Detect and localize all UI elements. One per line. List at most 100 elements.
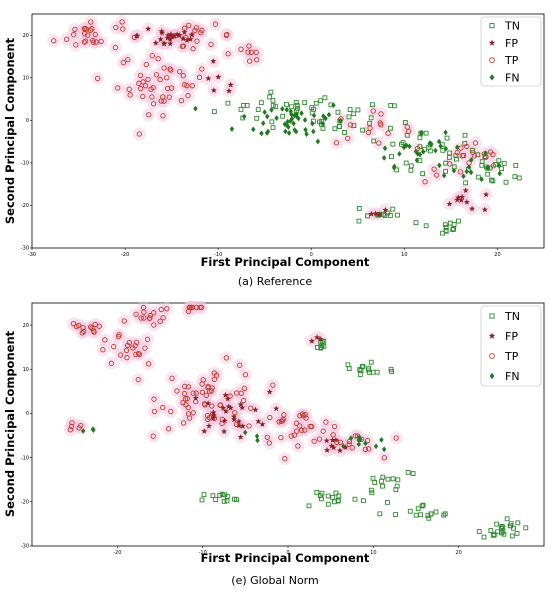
x-tick-label: 0: [286, 550, 289, 556]
tn-point: [413, 512, 419, 518]
tn-point: [213, 497, 218, 502]
point-halo: [205, 381, 219, 395]
point-halo: [177, 21, 191, 35]
tp-point: [208, 388, 215, 394]
tp-point: [189, 304, 195, 311]
legend-marker-fp: [488, 39, 496, 46]
y-axis-title: Second Principal Component: [3, 330, 17, 517]
tp-point: [333, 140, 340, 146]
tp-point: [166, 94, 172, 100]
tp-point: [168, 408, 174, 415]
tn-point: [347, 107, 353, 112]
y-tick-label: -10: [21, 455, 29, 461]
fp-point: [183, 37, 191, 43]
tn-point: [394, 167, 400, 173]
point-halo: [244, 45, 258, 59]
point-halo: [418, 175, 432, 189]
point-halo: [266, 378, 280, 392]
fn-point: [90, 426, 96, 432]
tp-point: [367, 125, 373, 131]
tn-point: [367, 120, 373, 126]
fn-point: [437, 162, 442, 169]
tp-point: [331, 423, 338, 430]
tp-point: [190, 390, 196, 396]
tp-point: [185, 384, 192, 390]
tp-point: [89, 325, 95, 331]
y-tick-label: 20: [23, 323, 29, 329]
tn-point: [293, 100, 299, 105]
tp-point: [253, 57, 260, 63]
tn-point: [499, 166, 504, 172]
tp-point: [96, 323, 102, 329]
tp-point: [73, 42, 79, 48]
tn-point: [318, 345, 324, 351]
fn-point: [348, 435, 354, 442]
fn-point: [466, 164, 472, 170]
point-halo: [122, 82, 136, 96]
tp-point: [447, 161, 453, 167]
fp-point: [215, 73, 222, 80]
tp-point: [115, 85, 121, 91]
tp-point: [79, 330, 85, 336]
legend-box: [480, 305, 542, 387]
point-halo: [374, 107, 388, 121]
tp-point: [76, 425, 82, 431]
tp-point: [248, 49, 254, 55]
tn-point: [475, 174, 481, 180]
point-halo: [469, 136, 483, 150]
point-halo: [165, 371, 179, 385]
fp-point: [167, 31, 175, 38]
fn-point: [363, 440, 368, 447]
tn-point: [270, 97, 276, 103]
tp-point: [190, 46, 196, 52]
tn-point: [352, 496, 358, 502]
fp-point: [222, 408, 230, 415]
tp-point: [308, 423, 315, 430]
tp-point: [164, 306, 170, 312]
x-tick-label: -10: [214, 252, 222, 258]
tp-point: [81, 328, 87, 335]
y-tick-label: 20: [23, 33, 29, 39]
tp-point: [266, 440, 272, 446]
point-halo: [92, 319, 106, 333]
tp-point: [150, 84, 156, 91]
fn-point: [243, 429, 248, 436]
point-halo: [176, 69, 190, 83]
tp-point: [51, 38, 57, 44]
tn-point: [346, 114, 352, 120]
point-halo: [221, 47, 235, 61]
point-halo: [160, 71, 174, 85]
point-halo: [204, 37, 218, 51]
tn-point: [440, 230, 445, 236]
point-halo: [160, 302, 174, 316]
tn-point: [496, 158, 502, 164]
point-halo: [208, 17, 222, 31]
point-halo: [219, 28, 233, 42]
tp-point: [81, 39, 88, 45]
points-layer: [47, 15, 522, 236]
point-halo: [60, 32, 74, 46]
tp-point: [194, 38, 200, 44]
tp-point: [211, 370, 217, 376]
point-halo: [277, 408, 291, 422]
point-halo: [291, 439, 305, 453]
tp-point: [69, 420, 75, 426]
tp-point: [280, 416, 286, 423]
tp-point: [377, 120, 383, 126]
fn-point: [304, 131, 309, 137]
tp-point: [393, 435, 399, 441]
tp-point: [303, 415, 309, 421]
fn-point: [280, 106, 285, 112]
tp-point: [192, 27, 198, 34]
tp-point: [205, 416, 211, 423]
tp-point: [204, 412, 211, 419]
tn-point: [219, 491, 225, 497]
tp-point: [89, 26, 95, 32]
scatter-panel-global-norm: -20 -10 0 10 20 20 10 0 -10 -20 -30 First Princip…: [3, 300, 545, 587]
fn-point: [441, 172, 447, 179]
tp-point: [464, 143, 470, 150]
tp-point: [165, 426, 172, 432]
fp-point: [157, 36, 164, 42]
tn-point: [447, 150, 453, 156]
legend-label-tn: TN: [504, 20, 520, 33]
